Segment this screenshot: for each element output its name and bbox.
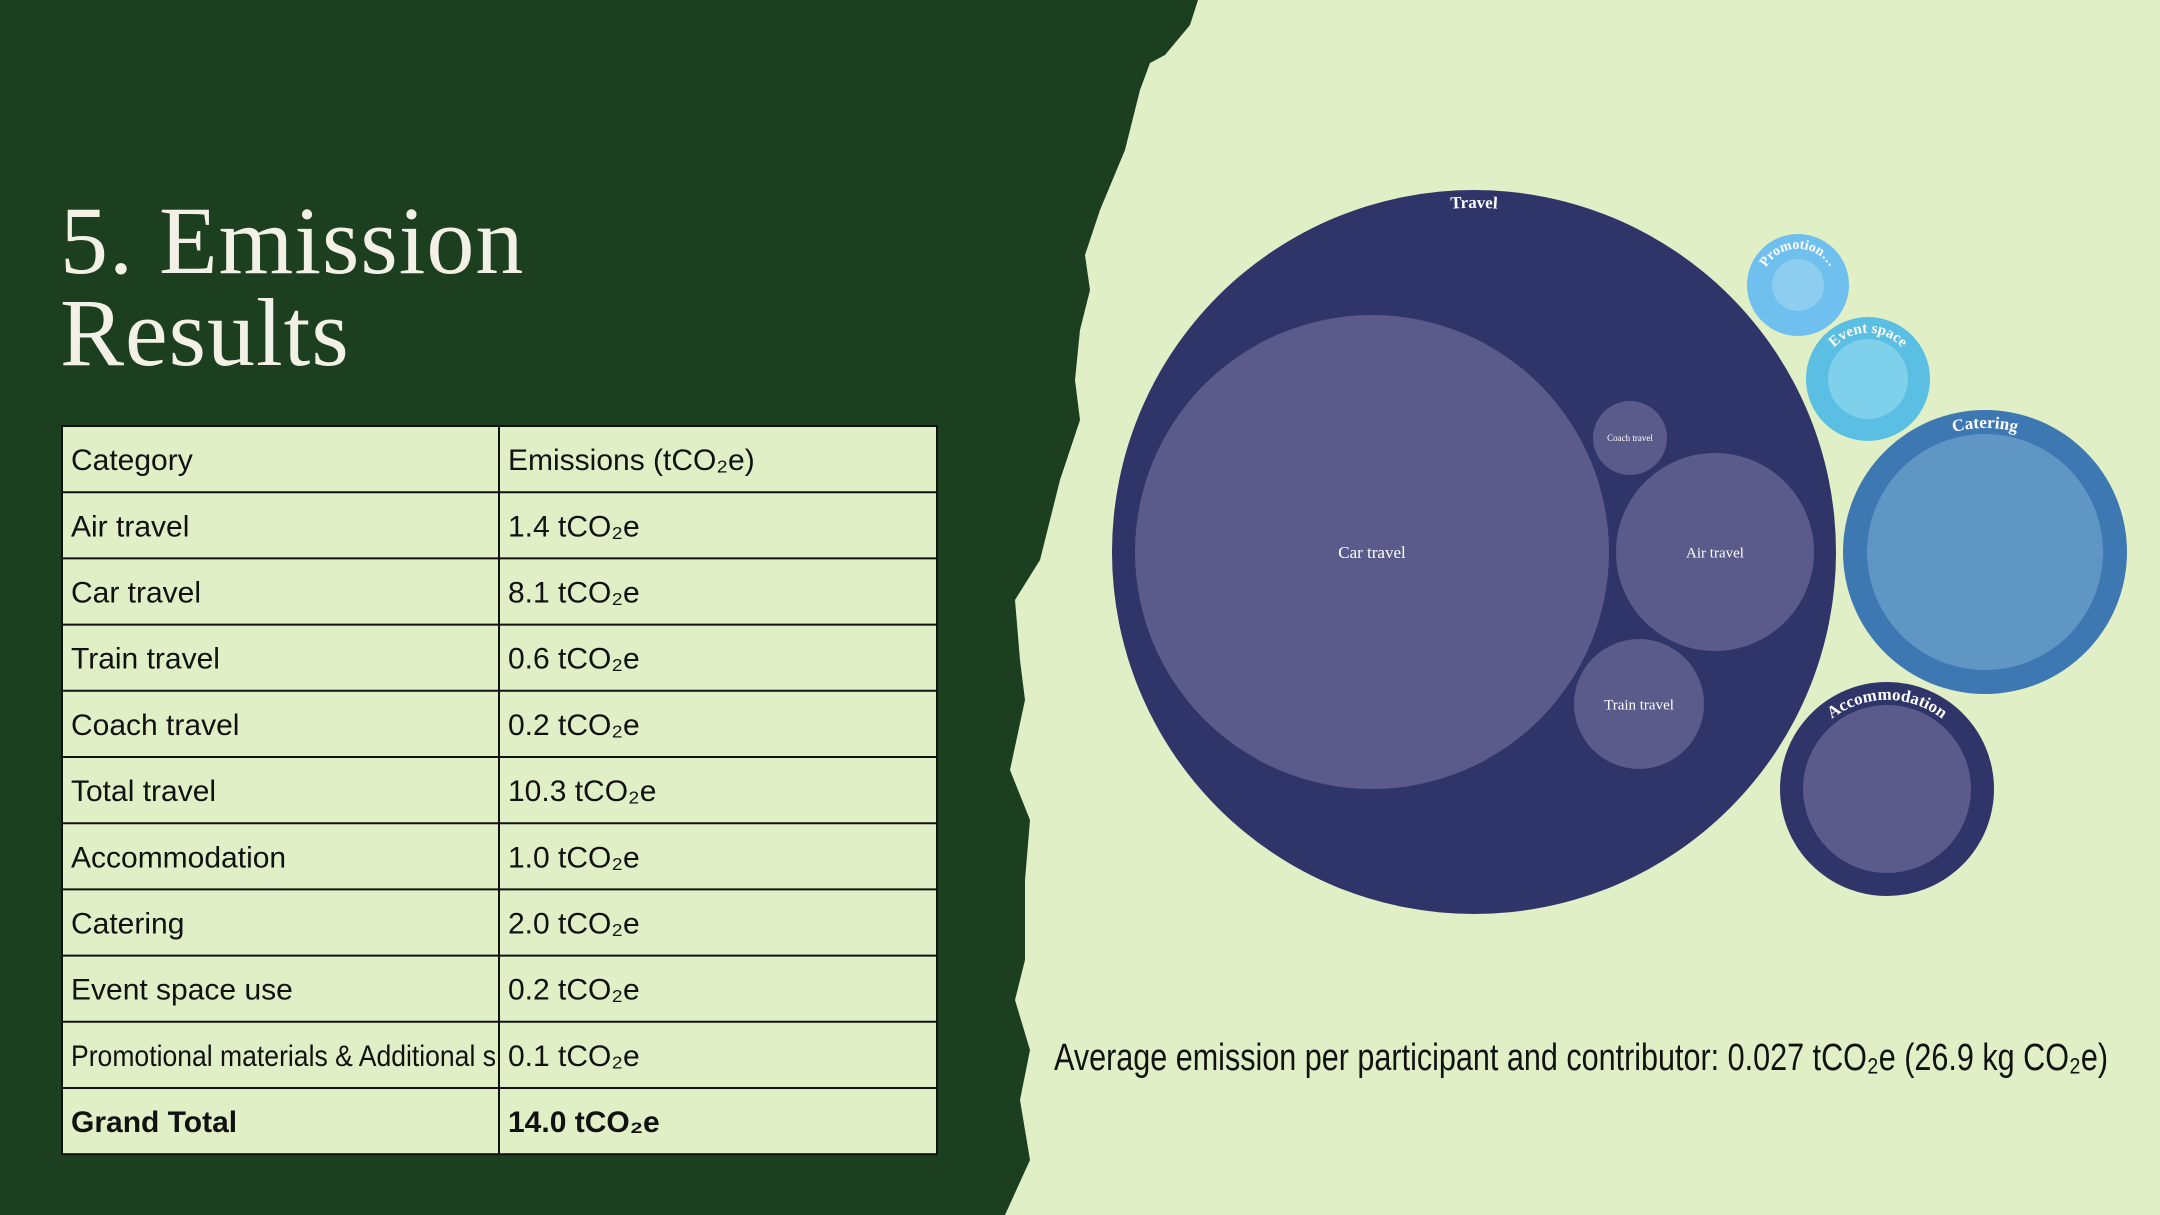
table-cell: 2.0 tCO₂e bbox=[508, 908, 640, 941]
table-cell: Air travel bbox=[71, 510, 189, 543]
table-cell: Grand Total bbox=[71, 1106, 237, 1139]
table-cell: Emissions (tCO₂e) bbox=[508, 444, 755, 477]
table-cell: 8.1 tCO₂e bbox=[508, 577, 640, 610]
table-cell: Promotional materials & Additional s bbox=[71, 1040, 496, 1073]
bubble-label: Coach travel bbox=[1607, 433, 1653, 443]
bubble-label: Travel bbox=[1450, 193, 1499, 213]
table-cell: Total travel bbox=[71, 775, 216, 808]
bubble bbox=[1616, 453, 1814, 651]
bubble-label: Air travel bbox=[1686, 545, 1744, 561]
bubble-label: Catering bbox=[1950, 413, 2020, 436]
bubble bbox=[1574, 639, 1704, 769]
table-cell: Accommodation bbox=[71, 841, 286, 874]
table-cell: 0.6 tCO₂e bbox=[508, 643, 640, 676]
table-cell: Category bbox=[71, 444, 193, 477]
bubble-inner bbox=[1867, 434, 2103, 670]
slide-title: 5. Emission Results bbox=[60, 187, 525, 386]
bubble-label: Train travel bbox=[1604, 697, 1674, 713]
bubble-label-path: Travel bbox=[1450, 193, 1499, 213]
bubble-label-path: Catering bbox=[1950, 413, 2020, 436]
table-cell: 0.1 tCO₂e bbox=[508, 1040, 640, 1073]
table-cell: 1.4 tCO₂e bbox=[508, 510, 640, 543]
bubble-inner bbox=[1772, 259, 1824, 311]
table-cell: Catering bbox=[71, 908, 184, 941]
table-cell: 0.2 tCO₂e bbox=[508, 974, 640, 1007]
table-cell: 1.0 tCO₂e bbox=[508, 841, 640, 874]
table-cell: 10.3 tCO₂e bbox=[508, 775, 656, 808]
bubble bbox=[1135, 315, 1609, 789]
table-cell: Car travel bbox=[71, 577, 201, 610]
table-cell: Train travel bbox=[71, 643, 220, 676]
table-cell: Event space use bbox=[71, 974, 293, 1007]
table-cell: 14.0 tCO₂e bbox=[508, 1106, 660, 1139]
average-note: Average emission per participant and con… bbox=[1054, 1037, 2108, 1079]
bubble-label: Car travel bbox=[1338, 543, 1406, 562]
bubble bbox=[1593, 401, 1667, 475]
table-cell: 0.2 tCO₂e bbox=[508, 709, 640, 742]
bubble-inner bbox=[1828, 339, 1908, 419]
bubble-inner bbox=[1803, 705, 1971, 873]
table-cell: Coach travel bbox=[71, 709, 239, 742]
